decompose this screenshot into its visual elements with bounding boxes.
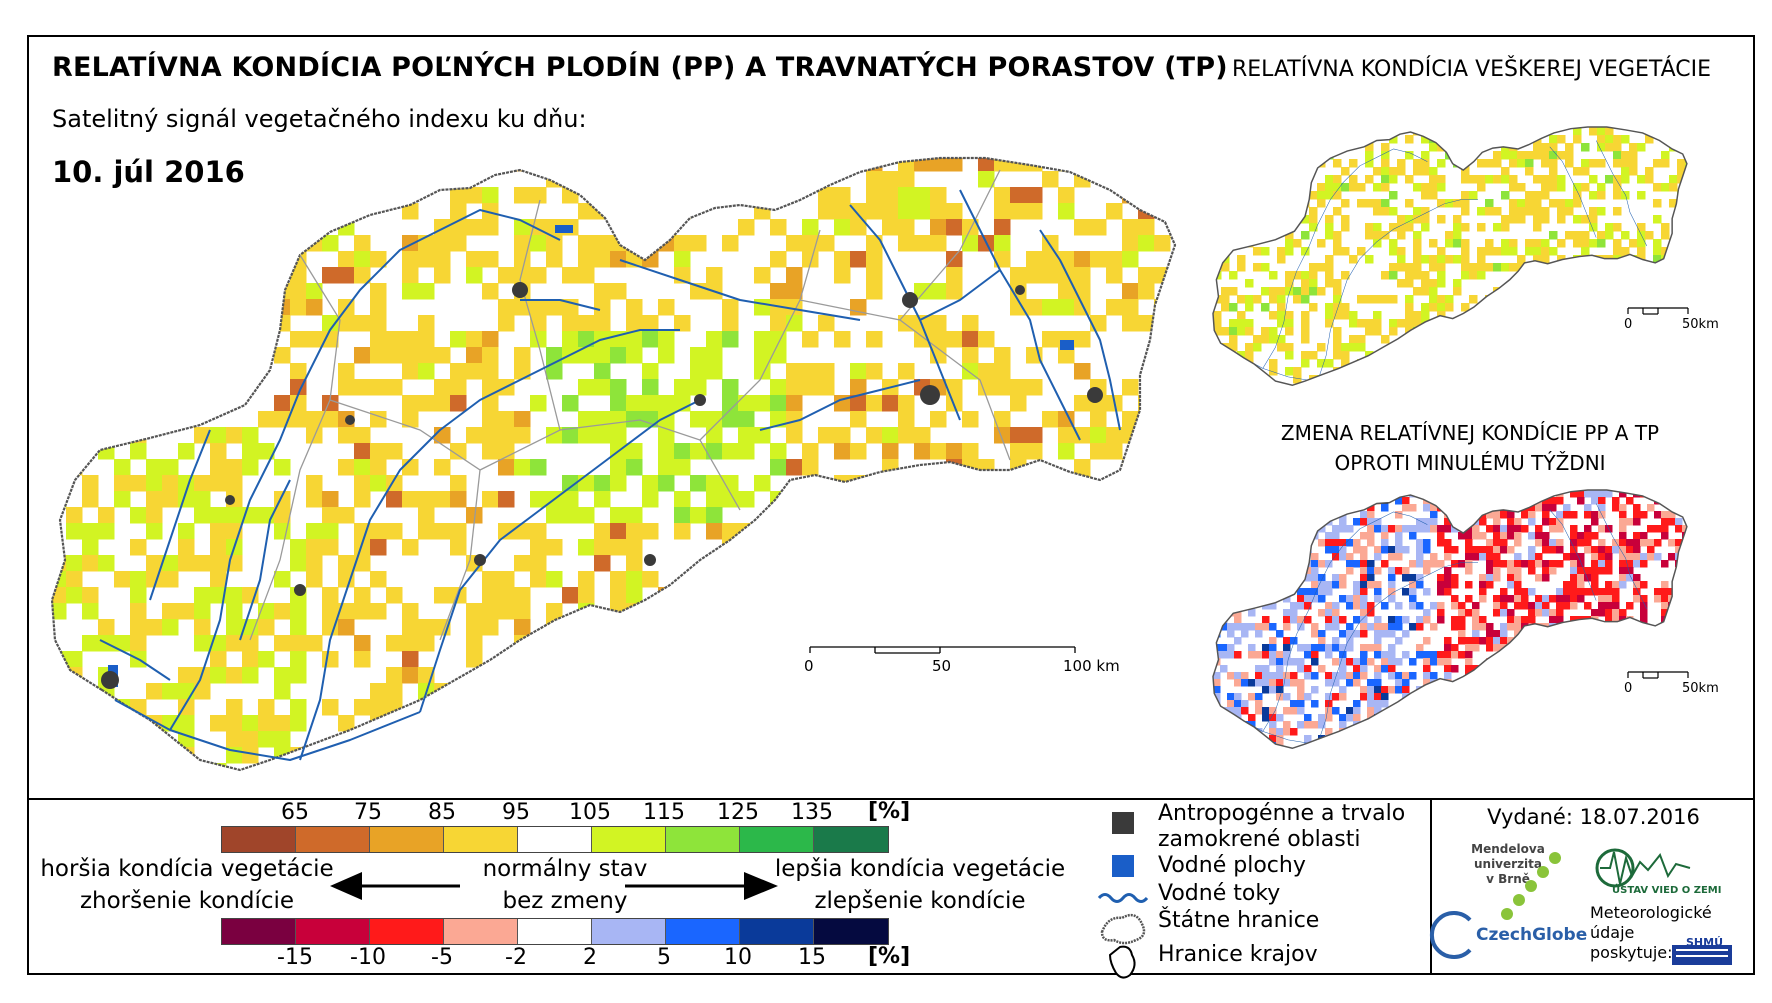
region-border-icon bbox=[1108, 945, 1136, 979]
change-tick-2: 2 bbox=[583, 945, 597, 970]
change-color-bar bbox=[221, 918, 889, 945]
change-unit: [%] bbox=[868, 944, 911, 969]
worse-condition-label: horšia kondícia vegetácie bbox=[40, 856, 334, 882]
change-swatch-6 bbox=[665, 919, 740, 944]
cond-tick-75: 75 bbox=[354, 800, 382, 825]
change-tick-15: 15 bbox=[798, 945, 826, 970]
shmu-logo-icon bbox=[1672, 945, 1732, 965]
anthropogenic-areas bbox=[101, 282, 1103, 689]
legend-region-borders: Hranice krajov bbox=[1158, 942, 1318, 967]
change-title-line2: OPROTI MINULÉMU TÝŽDNI bbox=[1334, 451, 1606, 475]
main-scale-bar bbox=[809, 646, 1076, 654]
small-scale-2-50: 50km bbox=[1682, 681, 1719, 696]
change-title-line1: ZMENA RELATÍVNEJ KONDÍCIE PP A TP bbox=[1280, 421, 1660, 445]
change-tick-m15: -15 bbox=[277, 945, 313, 970]
change-swatch-4 bbox=[517, 919, 592, 944]
change-swatch-3 bbox=[443, 919, 518, 944]
arrow-left-icon bbox=[330, 872, 460, 900]
vegetation-map-title: RELATÍVNA KONDÍCIA VEŠKEREJ VEGETÁCIE bbox=[1232, 57, 1712, 82]
normal-state-label: normálny stav bbox=[482, 856, 648, 882]
czechglobe-logo: CzechGlobe bbox=[1476, 925, 1587, 945]
legend-water-bodies: Vodné plochy bbox=[1158, 853, 1306, 878]
small-scale-bar-2 bbox=[1627, 671, 1689, 679]
condition-swatch-6 bbox=[665, 827, 740, 852]
uvz-logo-text: ÚSTAV VIED O ZEMI bbox=[1612, 883, 1721, 896]
map-date: 10. júl 2016 bbox=[52, 155, 245, 189]
change-swatch-8 bbox=[813, 919, 888, 944]
meteo-line1: Meteorologické bbox=[1590, 903, 1712, 922]
small-scale-1-0: 0 bbox=[1624, 317, 1632, 332]
small-scale-1-50: 50km bbox=[1682, 317, 1719, 332]
mendel-line1: Mendelova bbox=[1471, 842, 1545, 856]
czechglobe-arc-icon bbox=[1429, 911, 1472, 959]
improvement-label: zlepšenie kondície bbox=[814, 888, 1026, 914]
main-title: RELATÍVNA KONDÍCIA POĽNÝCH PLODÍN (PP) A… bbox=[52, 52, 1228, 83]
change-map-title: ZMENA RELATÍVNEJ KONDÍCIE PP A TP OPROTI… bbox=[1210, 418, 1730, 478]
change-swatch-7 bbox=[739, 919, 814, 944]
condition-swatch-8 bbox=[813, 827, 888, 852]
cond-tick-95: 95 bbox=[502, 800, 530, 825]
cond-tick-85: 85 bbox=[428, 800, 456, 825]
cond-tick-125: 125 bbox=[717, 800, 759, 825]
meteo-line2: údaje bbox=[1590, 923, 1635, 942]
condition-swatch-2 bbox=[369, 827, 444, 852]
legend-anthropogenic-2: zamokrené oblasti bbox=[1158, 827, 1361, 852]
legend-state-borders: Štátne hranice bbox=[1158, 908, 1320, 933]
shmu-logo-text: SHMÚ bbox=[1686, 936, 1723, 949]
cond-tick-105: 105 bbox=[569, 800, 611, 825]
main-scale-0: 0 bbox=[804, 657, 814, 675]
cond-tick-115: 115 bbox=[643, 800, 685, 825]
meteo-line3: poskytuje: bbox=[1590, 943, 1673, 962]
condition-swatch-7 bbox=[739, 827, 814, 852]
cond-unit: [%] bbox=[868, 799, 911, 824]
change-swatch-1 bbox=[295, 919, 370, 944]
legend-anthropogenic-1: Antropogénne a trvalo bbox=[1158, 801, 1406, 826]
anthropogenic-swatch-icon bbox=[1112, 812, 1134, 834]
change-swatch-0 bbox=[222, 919, 296, 944]
mendel-line3: v Brně bbox=[1486, 872, 1530, 886]
better-condition-label: lepšia kondícia vegetácie bbox=[774, 856, 1066, 882]
change-tick-10: 10 bbox=[724, 945, 752, 970]
change-tick-m5: -5 bbox=[431, 945, 453, 970]
condition-swatch-1 bbox=[295, 827, 370, 852]
meteo-credit: Meteorologické údaje poskytuje: bbox=[1590, 903, 1712, 963]
condition-swatch-3 bbox=[443, 827, 518, 852]
subtitle: Satelitný signál vegetačného indexu ku d… bbox=[52, 105, 587, 133]
change-tick-m2: -2 bbox=[505, 945, 527, 970]
change-tick-5: 5 bbox=[657, 945, 671, 970]
condition-swatch-4 bbox=[517, 827, 592, 852]
issued-date: Vydané: 18.07.2016 bbox=[1487, 805, 1700, 829]
no-change-label: bez zmeny bbox=[502, 888, 628, 914]
change-swatch-2 bbox=[369, 919, 444, 944]
mendel-logo-text: Mendelova univerzita v Brně bbox=[1468, 842, 1548, 887]
cond-tick-135: 135 bbox=[791, 800, 833, 825]
water-bodies-swatch-icon bbox=[1112, 855, 1134, 877]
arrow-right-icon bbox=[625, 872, 778, 900]
small-scale-bar-1 bbox=[1627, 307, 1689, 315]
uvz-logo-icon bbox=[1595, 848, 1691, 888]
worsening-label: zhoršenie kondície bbox=[79, 888, 295, 914]
legend-divider bbox=[27, 798, 1755, 800]
state-border-icon bbox=[1100, 913, 1146, 945]
mendel-line2: univerzita bbox=[1473, 857, 1542, 871]
change-tick-m10: -10 bbox=[350, 945, 386, 970]
cond-tick-65: 65 bbox=[281, 800, 309, 825]
region-borders bbox=[249, 169, 1011, 641]
mendel-dots-icon bbox=[1501, 852, 1561, 920]
main-scale-100: 100 km bbox=[1063, 657, 1120, 675]
condition-color-bar bbox=[221, 826, 889, 853]
river-line-icon bbox=[1097, 893, 1149, 903]
small-scale-2-0: 0 bbox=[1624, 681, 1632, 696]
condition-swatch-5 bbox=[591, 827, 666, 852]
change-swatch-5 bbox=[591, 919, 666, 944]
condition-swatch-0 bbox=[222, 827, 296, 852]
legend-rivers: Vodné toky bbox=[1158, 881, 1281, 906]
main-scale-50: 50 bbox=[932, 657, 951, 675]
credits-divider bbox=[1430, 798, 1432, 975]
